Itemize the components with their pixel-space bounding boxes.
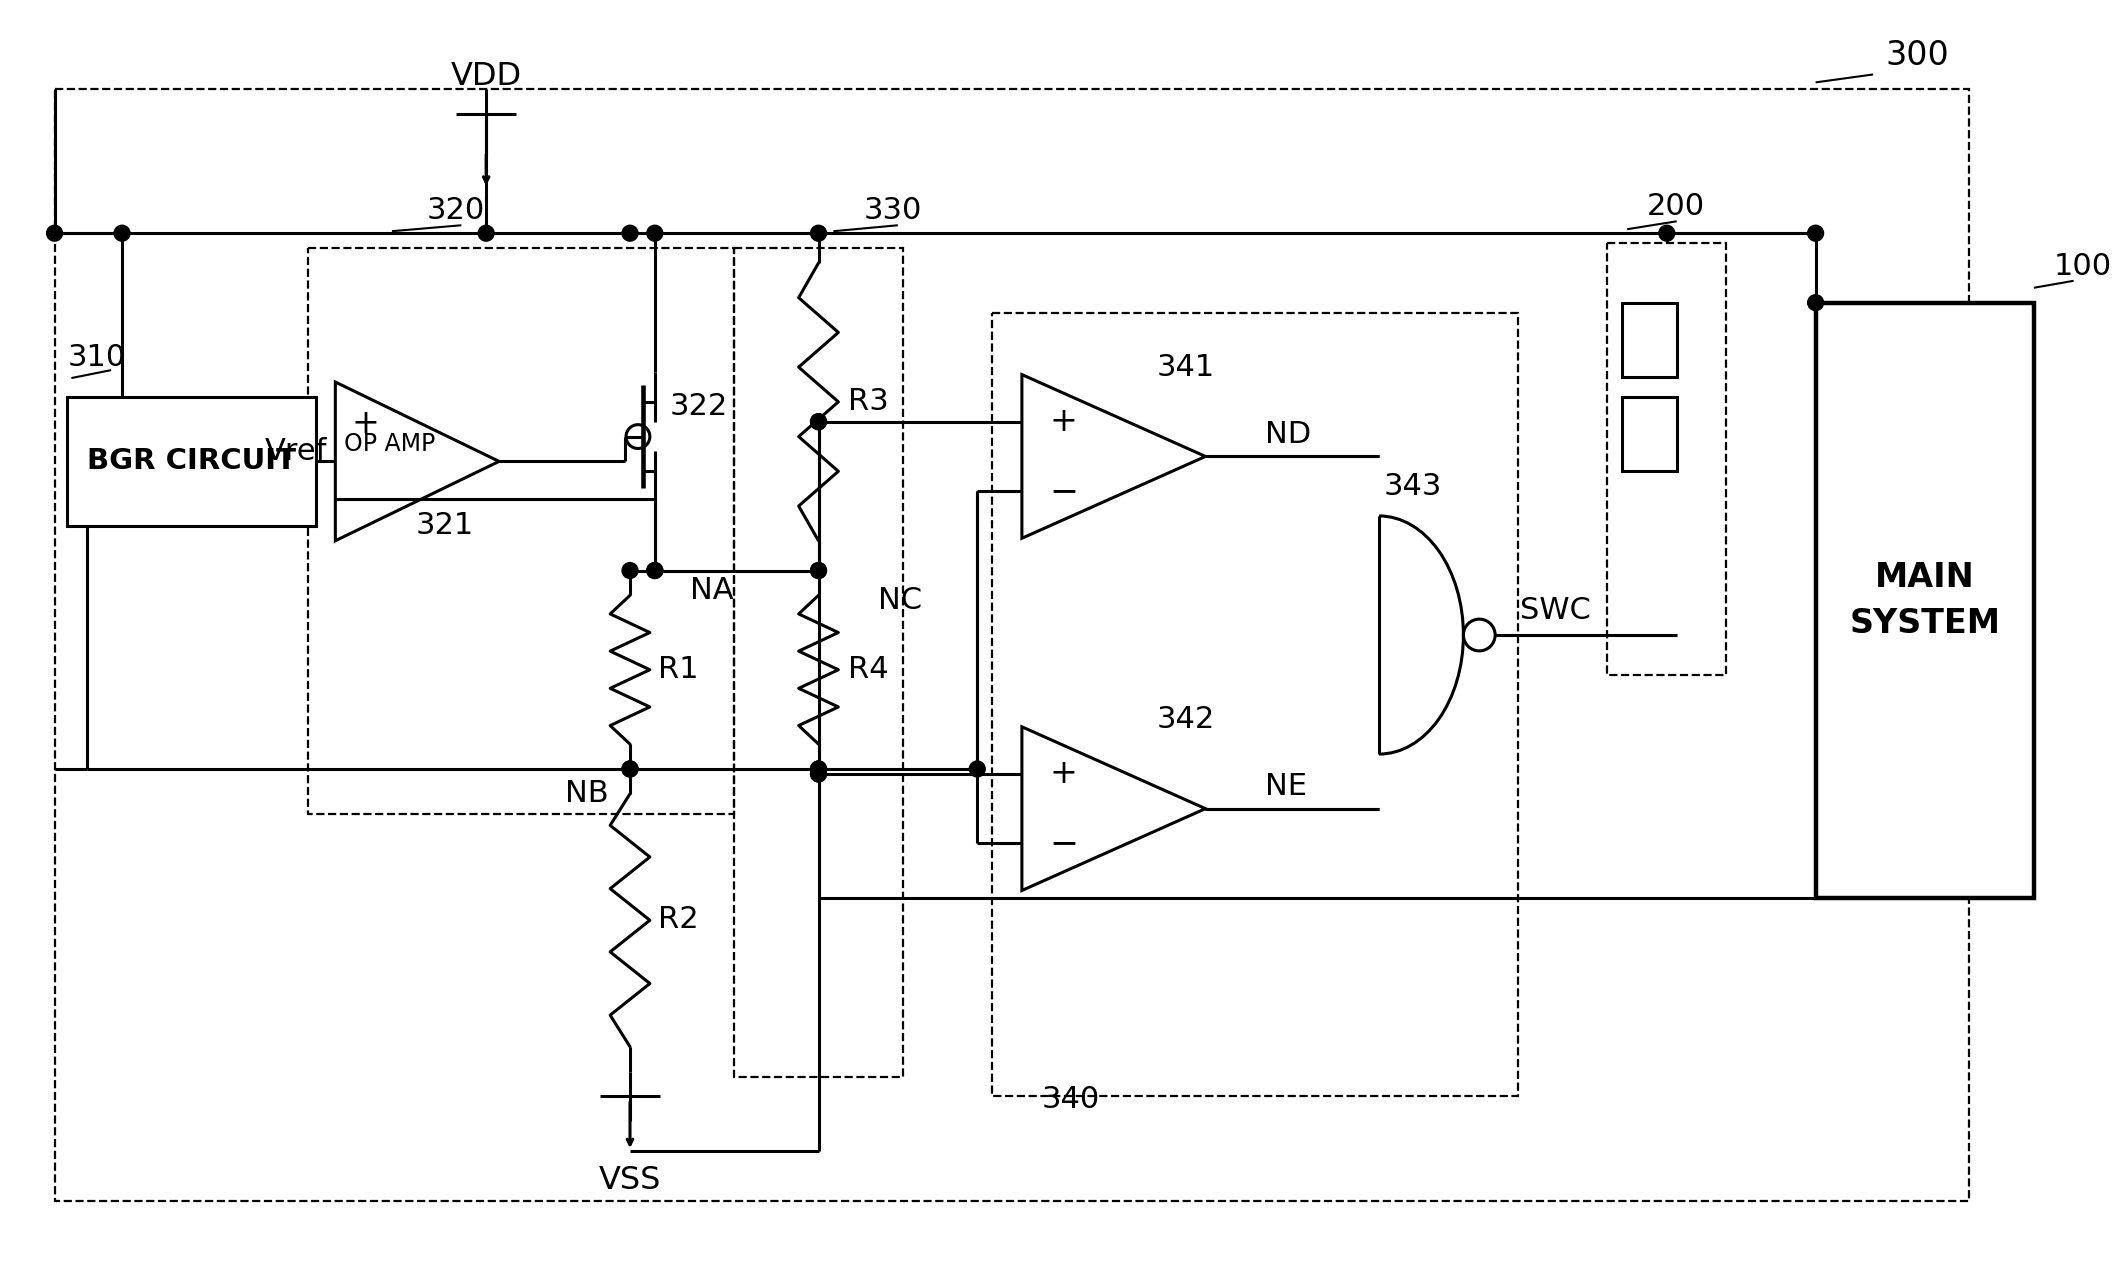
Circle shape: [648, 563, 663, 578]
Circle shape: [970, 761, 984, 777]
FancyBboxPatch shape: [68, 397, 315, 526]
Text: ND: ND: [1266, 420, 1310, 449]
Polygon shape: [334, 382, 500, 541]
Circle shape: [1660, 225, 1675, 241]
Text: 321: 321: [415, 512, 474, 540]
Text: R3: R3: [849, 387, 889, 416]
Circle shape: [1808, 225, 1823, 241]
Text: 343: 343: [1385, 472, 1442, 500]
Circle shape: [811, 563, 826, 578]
Text: +: +: [351, 407, 379, 440]
Circle shape: [811, 761, 826, 777]
Text: 342: 342: [1156, 705, 1215, 733]
Text: 341: 341: [1156, 353, 1215, 382]
Text: 200: 200: [1647, 192, 1704, 222]
Text: R2: R2: [658, 905, 699, 934]
Circle shape: [648, 563, 663, 578]
Circle shape: [478, 225, 493, 241]
Circle shape: [622, 761, 637, 777]
Text: SWC: SWC: [1520, 596, 1590, 625]
Text: 300: 300: [1884, 39, 1950, 73]
Circle shape: [811, 766, 826, 782]
FancyBboxPatch shape: [1622, 397, 1677, 471]
Text: −: −: [1050, 474, 1078, 508]
Circle shape: [811, 761, 826, 777]
Circle shape: [811, 225, 826, 241]
Circle shape: [622, 761, 637, 777]
Text: MAIN
SYSTEM: MAIN SYSTEM: [1850, 561, 2001, 640]
Text: 322: 322: [669, 392, 728, 421]
Text: 310: 310: [68, 344, 125, 372]
Text: R4: R4: [849, 656, 889, 684]
Text: VSS: VSS: [599, 1165, 661, 1197]
Circle shape: [1808, 295, 1823, 311]
Text: NA: NA: [690, 575, 732, 605]
Text: OP AMP: OP AMP: [345, 432, 436, 456]
Circle shape: [622, 563, 637, 578]
Circle shape: [811, 563, 826, 578]
Circle shape: [622, 225, 637, 241]
Text: NC: NC: [879, 586, 923, 615]
Circle shape: [47, 225, 64, 241]
FancyBboxPatch shape: [1622, 303, 1677, 377]
Circle shape: [648, 225, 663, 241]
Text: 100: 100: [2053, 252, 2113, 281]
Text: −: −: [351, 482, 379, 516]
Polygon shape: [1023, 374, 1205, 538]
Text: −: −: [1050, 826, 1078, 861]
Text: 330: 330: [864, 196, 921, 225]
Text: 340: 340: [1042, 1085, 1101, 1114]
Text: VDD: VDD: [451, 61, 521, 92]
Text: Vref: Vref: [265, 437, 328, 466]
Circle shape: [811, 766, 826, 782]
Text: +: +: [1050, 405, 1078, 438]
Text: NE: NE: [1266, 773, 1306, 801]
FancyBboxPatch shape: [1816, 303, 2034, 897]
Text: 320: 320: [428, 196, 485, 225]
Polygon shape: [1023, 727, 1205, 891]
Circle shape: [114, 225, 129, 241]
Circle shape: [811, 414, 826, 430]
Text: NB: NB: [565, 779, 608, 808]
Text: BGR CIRCUIT: BGR CIRCUIT: [87, 447, 296, 475]
Circle shape: [811, 414, 826, 430]
Text: R1: R1: [658, 656, 699, 684]
Text: +: +: [1050, 757, 1078, 791]
